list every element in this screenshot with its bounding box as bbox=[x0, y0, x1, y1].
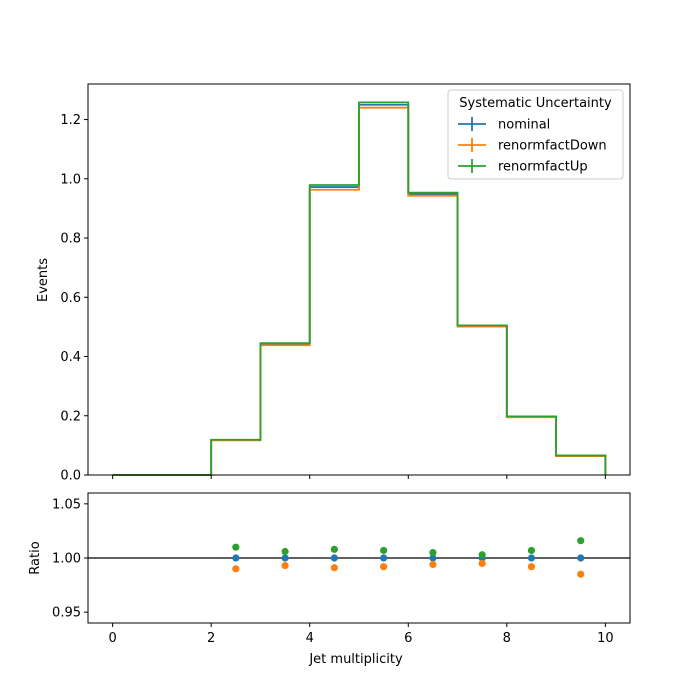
ratio-point-renormfactUp bbox=[330, 545, 338, 553]
ratio-point-renormfactUp bbox=[380, 546, 388, 555]
x-tick-label: 6 bbox=[404, 631, 412, 646]
ratio-plot-panel: 0.95 1.00 1.05 0 2 4 6 8 10 Ratio Jet multiplic… bbox=[28, 492, 631, 667]
legend-label-renormfactUp: renormfactUp bbox=[498, 160, 588, 175]
ratio-y-tick-label: 1.00 bbox=[52, 552, 81, 567]
x-axis-label: Jet multiplicity bbox=[308, 652, 403, 667]
legend-label-renormfactDown: renormfactDown bbox=[498, 139, 607, 154]
main-x-axis-ticks bbox=[112, 475, 606, 479]
ratio-y-tick-label: 1.05 bbox=[52, 497, 81, 512]
ratio-point-nominal bbox=[281, 554, 289, 562]
ratio-point-nominal bbox=[330, 554, 338, 562]
ratio-point-renormfactDown bbox=[380, 563, 388, 571]
ratio-point-renormfactUp bbox=[478, 551, 486, 559]
ratio-point-nominal bbox=[232, 554, 240, 562]
ratio-point-renormfactDown bbox=[232, 565, 240, 573]
ratio-x-axis-ticks: 0 2 4 6 8 10 bbox=[108, 623, 614, 646]
ratio-point-renormfactDown bbox=[429, 560, 437, 569]
legend: Systematic Uncertainty nominal renormfact… bbox=[447, 89, 624, 180]
x-tick-label: 10 bbox=[597, 631, 614, 646]
ratio-point-nominal bbox=[429, 554, 437, 562]
series-line-renormfactUp bbox=[112, 101, 607, 476]
ratio-y-axis-label: Ratio bbox=[28, 541, 43, 574]
main-y-tick-label: 1.2 bbox=[60, 113, 81, 128]
ratio-point-nominal bbox=[527, 554, 536, 562]
main-y-tick-label: 0.0 bbox=[60, 469, 81, 484]
legend-entries: nominal renormfactDown renormfactUp bbox=[458, 117, 607, 175]
ratio-point-renormfactDown bbox=[527, 563, 536, 571]
ratio-point-renormfactUp bbox=[232, 543, 240, 551]
ratio-point-nominal bbox=[380, 554, 388, 562]
main-plot-frame bbox=[87, 83, 631, 476]
ratio-point-renormfactDown bbox=[577, 570, 585, 578]
x-tick-label: 4 bbox=[306, 631, 314, 646]
ratio-point-renormfactUp bbox=[577, 537, 585, 545]
legend-label-nominal: nominal bbox=[498, 118, 550, 133]
main-y-tick-label: 0.8 bbox=[60, 232, 81, 247]
ratio-y-axis-ticks: 0.95 1.00 1.05 bbox=[52, 497, 88, 621]
x-tick-label: 0 bbox=[108, 631, 116, 646]
ratio-marks bbox=[88, 537, 630, 578]
ratio-point-renormfactUp bbox=[281, 547, 289, 556]
ratio-point-nominal bbox=[577, 554, 585, 562]
main-y-axis-label: Events bbox=[36, 258, 51, 302]
ratio-point-renormfactUp bbox=[429, 548, 437, 557]
main-y-tick-label: 0.4 bbox=[60, 350, 81, 365]
ratio-y-tick-label: 0.95 bbox=[52, 606, 81, 621]
legend-box bbox=[447, 89, 624, 180]
ratio-point-renormfactDown bbox=[478, 559, 486, 568]
main-y-tick-label: 0.6 bbox=[60, 291, 81, 306]
main-y-tick-label: 1.0 bbox=[60, 172, 81, 187]
main-y-axis-ticks: 0.0 0.2 0.4 0.6 0.8 1.0 1.2 bbox=[60, 113, 88, 484]
x-tick-label: 2 bbox=[207, 631, 215, 646]
main-histogram-marks bbox=[112, 101, 607, 476]
main-y-tick-label: 0.2 bbox=[60, 409, 81, 424]
main-plot-panel: 0.0 0.2 0.4 0.6 0.8 1.0 1.2 Events Systematic … bbox=[36, 83, 631, 484]
ratio-point-renormfactDown bbox=[330, 564, 338, 572]
ratio-point-renormfactDown bbox=[281, 561, 289, 570]
legend-title: Systematic Uncertainty bbox=[459, 96, 612, 111]
x-tick-label: 8 bbox=[503, 631, 511, 646]
ratio-point-renormfactUp bbox=[527, 546, 536, 555]
